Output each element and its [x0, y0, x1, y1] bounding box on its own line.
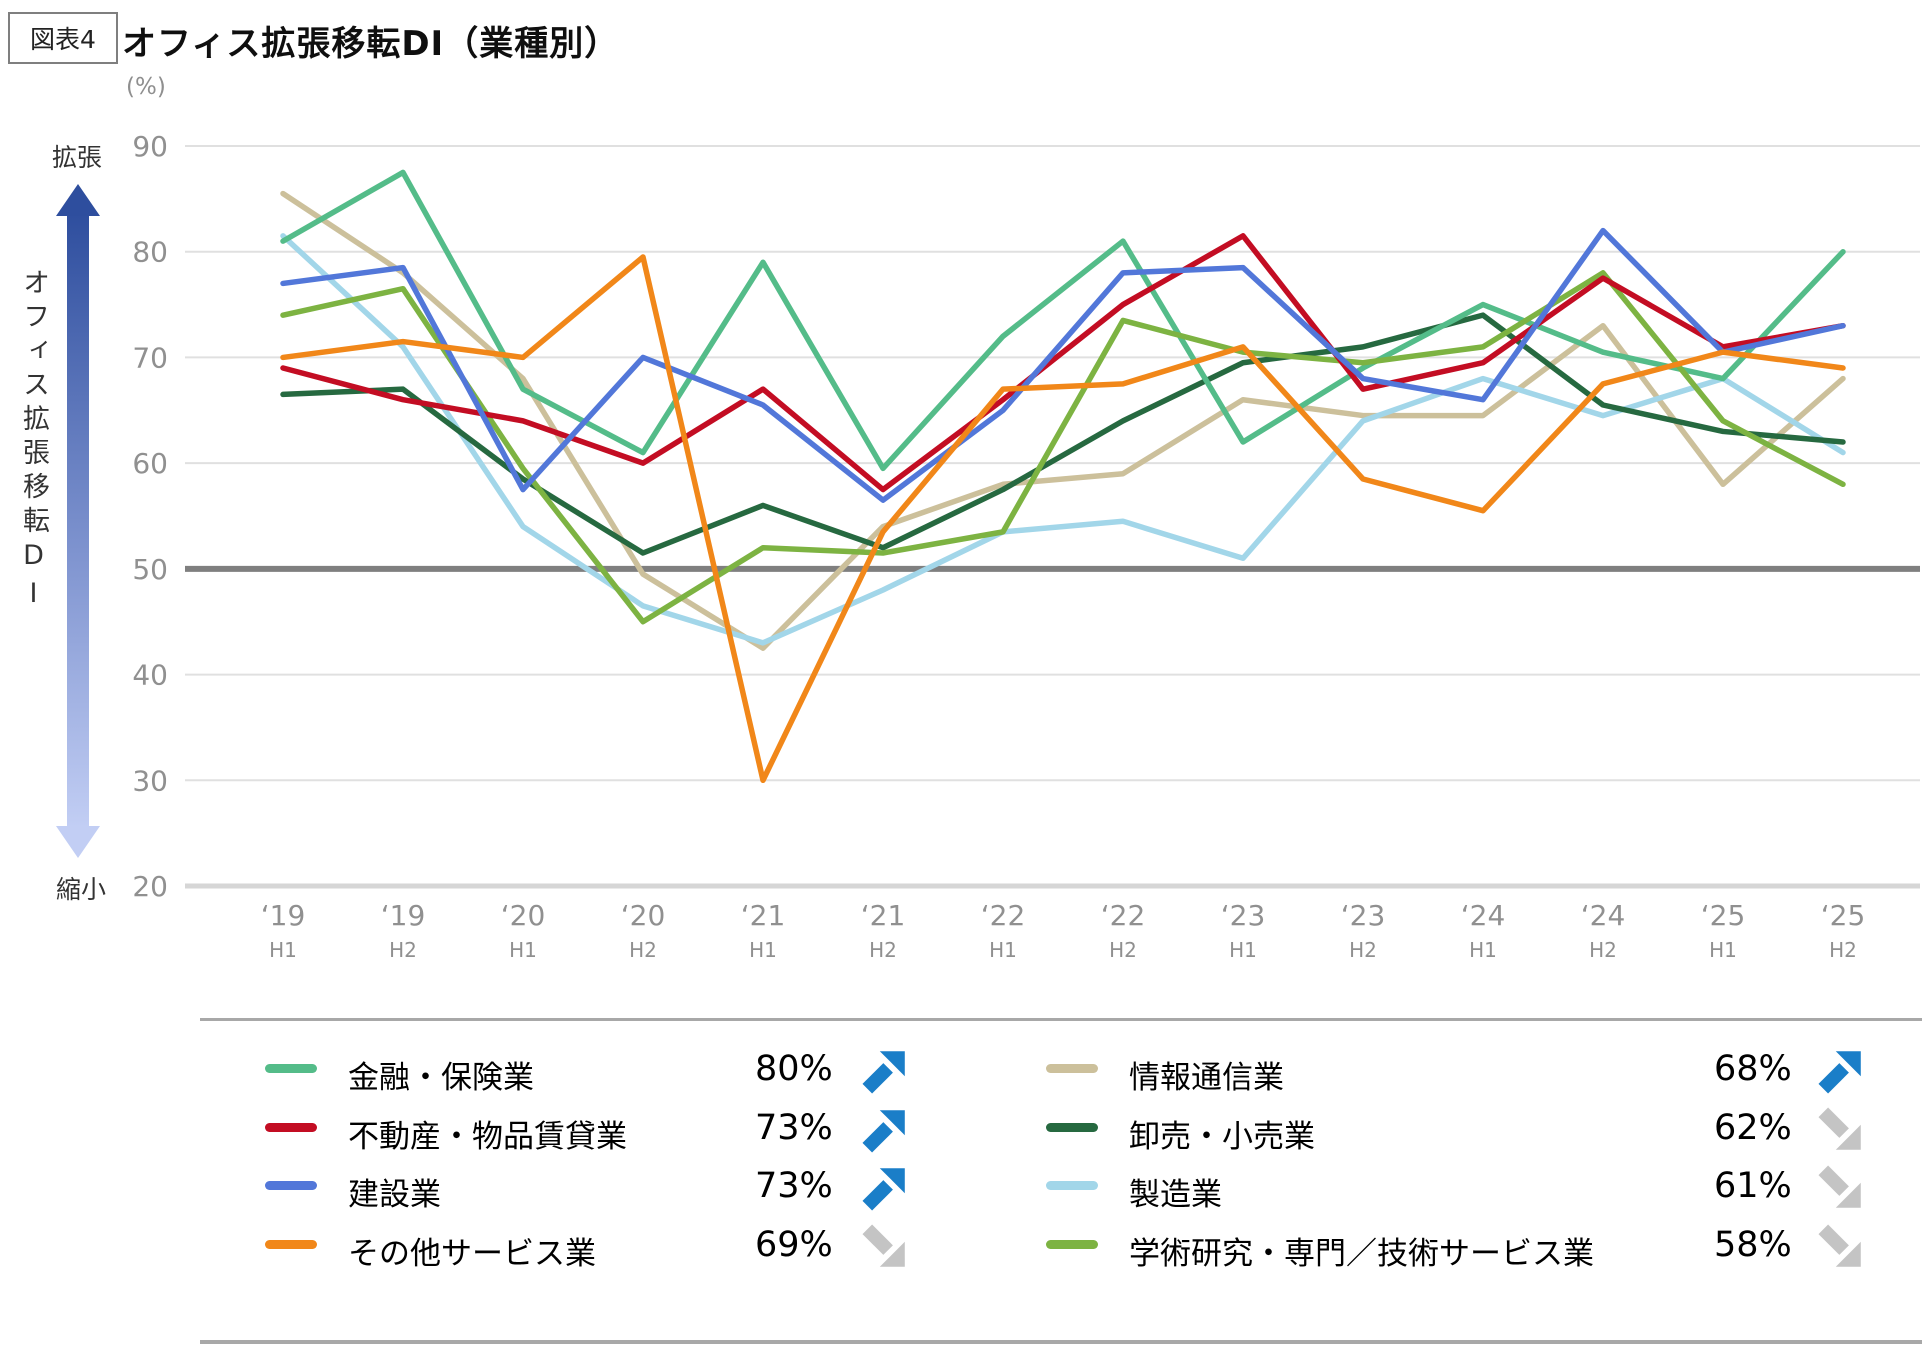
x-tick-year-label: ‘19: [381, 899, 426, 932]
legend-item: 不動産・物品賃貸業 73%: [265, 1103, 945, 1155]
legend-label: 金融・保険業: [348, 1060, 534, 1096]
x-tick-year-label: ‘23: [1341, 899, 1386, 932]
x-tick-half-label: H1: [269, 938, 297, 962]
x-tick-year-label: ‘23: [1221, 899, 1266, 932]
legend-swatch: [1046, 1064, 1098, 1073]
series-line-2: [280, 227, 1846, 503]
trend-up-arrow-icon: [1818, 1051, 1861, 1094]
arrow-down-icon: [56, 826, 100, 858]
x-tick-half-label: H1: [509, 938, 537, 962]
legend-current-value: 73%: [755, 1107, 833, 1148]
series-line-6: [280, 233, 1846, 646]
figure-tag: 図表4: [8, 12, 118, 64]
page-title: オフィス拡張移転DI（業種別）: [122, 24, 620, 64]
x-tick-half-label: H1: [1229, 938, 1257, 962]
legend-swatch: [265, 1064, 317, 1073]
x-tick-year-label: ‘20: [621, 899, 666, 932]
trend-down-arrow-icon: [862, 1224, 905, 1267]
x-tick-half-label: H2: [1589, 938, 1617, 962]
legend-label: 不動産・物品賃貸業: [348, 1118, 627, 1155]
trend-down-arrow-icon: [1818, 1165, 1861, 1208]
legend-swatch: [1046, 1239, 1098, 1249]
y-tick-label: 80: [132, 236, 168, 269]
legend-current-value: 73%: [755, 1166, 833, 1206]
x-tick-year-label: ‘22: [981, 899, 1026, 932]
legend-current-value: 80%: [755, 1049, 833, 1089]
y-axis-unit-label: (%): [126, 74, 166, 100]
gradient-arrow-shaft: [67, 212, 89, 828]
x-tick-half-label: H2: [629, 938, 657, 962]
x-tick-year-label: ‘20: [501, 899, 546, 932]
y-tick-label: 50: [132, 553, 168, 586]
legend-current-value: 58%: [1714, 1224, 1792, 1265]
shrink-label: 縮小: [56, 875, 107, 904]
trend-up-arrow-icon: [862, 1051, 905, 1094]
legend-label: 情報通信業: [1129, 1060, 1284, 1096]
series-line-0: [280, 169, 1846, 472]
trend-up-arrow-icon: [862, 1168, 905, 1211]
y-tick-label: 20: [132, 870, 168, 903]
x-tick-year-label: ‘22: [1101, 899, 1146, 932]
legend-item: その他サービス業 69%: [265, 1220, 945, 1272]
legend-item: 情報通信業 68%: [1046, 1044, 1926, 1096]
y-tick-label: 70: [132, 341, 168, 374]
x-tick-half-label: H2: [1109, 938, 1137, 962]
x-tick-half-label: H1: [1709, 938, 1737, 962]
legend-label: その他サービス業: [348, 1235, 596, 1272]
series-line-3: [280, 254, 1846, 784]
x-tick-half-label: H2: [389, 938, 417, 962]
legend-item: 製造業 61%: [1046, 1161, 1926, 1213]
x-tick-year-label: ‘25: [1701, 899, 1746, 932]
x-tick-half-label: H2: [1829, 938, 1857, 962]
legend-label: 学術研究・専門／技術サービス業: [1129, 1235, 1594, 1272]
legend-item: 建設業 73%: [265, 1161, 945, 1213]
legend-current-value: 68%: [1714, 1049, 1792, 1089]
x-tick-year-label: ‘24: [1581, 899, 1626, 932]
trend-down-arrow-icon: [1818, 1107, 1861, 1150]
trend-up-arrow-icon: [862, 1109, 905, 1152]
trend-down-arrow-icon: [1818, 1224, 1861, 1267]
series-line-7: [280, 270, 1846, 625]
series-line-1: [280, 233, 1846, 493]
x-tick-half-label: H1: [1469, 938, 1497, 962]
x-tick-year-label: ‘21: [861, 899, 906, 932]
x-tick-year-label: ‘24: [1461, 899, 1506, 932]
legend-item: 卸売・小売業 62%: [1046, 1103, 1926, 1155]
legend-top-rule: [200, 1018, 1922, 1021]
series-line-4: [280, 190, 1846, 651]
legend-swatch: [265, 1122, 317, 1132]
legend-swatch: [1046, 1181, 1098, 1190]
legend-label: 建設業: [348, 1177, 441, 1213]
legend-swatch: [1046, 1122, 1098, 1132]
legend-label: 卸売・小売業: [1129, 1118, 1315, 1155]
y-tick-label: 60: [132, 447, 168, 480]
legend-current-value: 69%: [755, 1224, 833, 1265]
x-tick-year-label: ‘19: [261, 899, 306, 932]
legend-item: 金融・保険業 80%: [265, 1044, 945, 1096]
y-tick-label: 30: [132, 764, 168, 797]
legend-bottom-rule: [200, 1340, 1922, 1344]
x-tick-half-label: H2: [1349, 938, 1377, 962]
y-tick-label: 90: [132, 130, 168, 163]
legend-label: 製造業: [1129, 1177, 1222, 1213]
x-tick-half-label: H1: [989, 938, 1017, 962]
legend-swatch: [265, 1181, 317, 1190]
y-tick-label: 40: [132, 659, 168, 692]
legend-current-value: 62%: [1714, 1107, 1792, 1148]
x-tick-year-label: ‘25: [1821, 899, 1866, 932]
legend-item: 学術研究・専門／技術サービス業 58%: [1046, 1220, 1926, 1272]
x-tick-half-label: H2: [869, 938, 897, 962]
arrow-up-icon: [56, 184, 100, 216]
legend-swatch: [265, 1239, 317, 1249]
legend-current-value: 61%: [1714, 1166, 1792, 1206]
y-axis-title: オフィス拡張移転DI: [18, 268, 49, 616]
expand-label: 拡張: [52, 143, 103, 172]
x-tick-year-label: ‘21: [741, 899, 786, 932]
x-tick-half-label: H1: [749, 938, 777, 962]
